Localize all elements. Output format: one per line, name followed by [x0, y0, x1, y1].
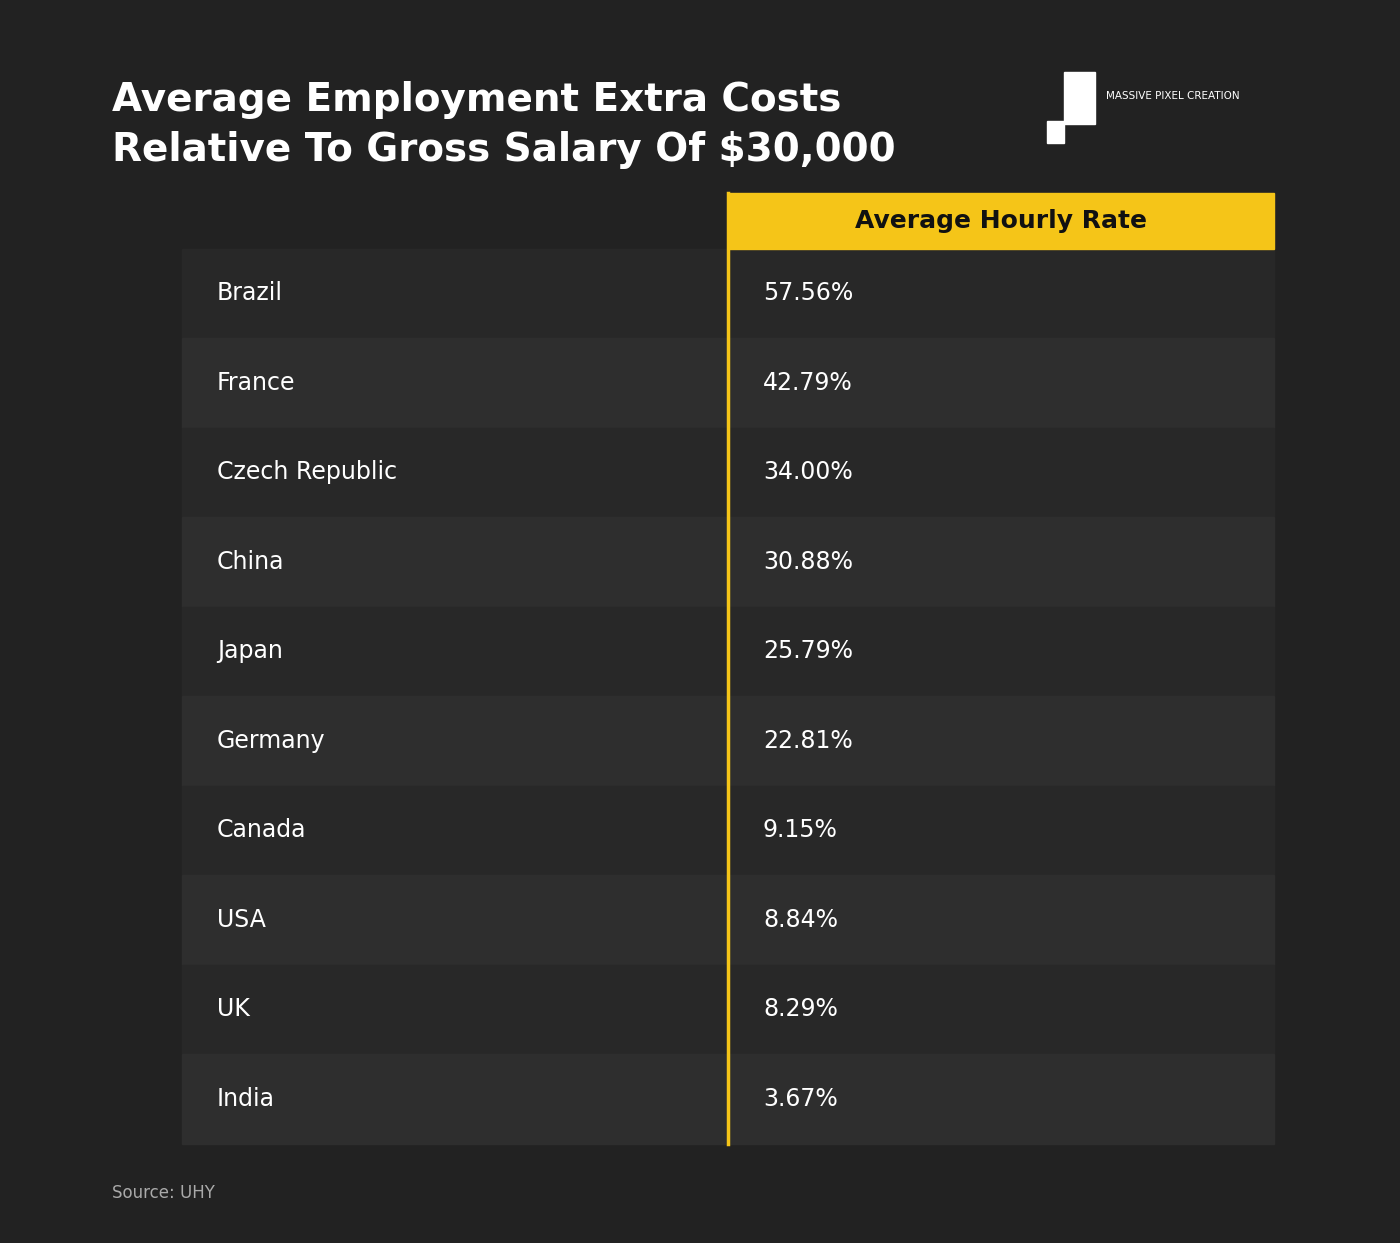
- Bar: [728, 338, 1274, 428]
- Bar: [182, 428, 728, 517]
- Text: 8.29%: 8.29%: [763, 997, 837, 1022]
- Text: 22.81%: 22.81%: [763, 728, 853, 753]
- Bar: [182, 607, 728, 696]
- Text: MASSIVE PIXEL CREATION: MASSIVE PIXEL CREATION: [1106, 91, 1239, 101]
- Text: Source: UHY: Source: UHY: [112, 1185, 214, 1202]
- Text: Canada: Canada: [217, 818, 307, 843]
- Bar: [182, 965, 728, 1054]
- Text: Brazil: Brazil: [217, 281, 283, 306]
- Text: Germany: Germany: [217, 728, 326, 753]
- Text: Czech Republic: Czech Republic: [217, 460, 398, 485]
- Bar: [728, 428, 1274, 517]
- Text: China: China: [217, 549, 284, 574]
- Text: 42.79%: 42.79%: [763, 370, 853, 395]
- Text: 9.15%: 9.15%: [763, 818, 837, 843]
- Bar: [1047, 121, 1064, 143]
- Text: 25.79%: 25.79%: [763, 639, 853, 664]
- Text: 34.00%: 34.00%: [763, 460, 853, 485]
- Bar: [728, 1054, 1274, 1144]
- Bar: [182, 1054, 728, 1144]
- Bar: [182, 338, 728, 428]
- Bar: [728, 607, 1274, 696]
- Bar: [182, 875, 728, 965]
- Bar: [182, 249, 728, 338]
- Bar: [182, 696, 728, 786]
- Text: Japan: Japan: [217, 639, 283, 664]
- Bar: [728, 965, 1274, 1054]
- Text: Average Hourly Rate: Average Hourly Rate: [855, 209, 1147, 232]
- Bar: [728, 193, 1274, 249]
- Text: 3.67%: 3.67%: [763, 1086, 837, 1111]
- Text: UK: UK: [217, 997, 249, 1022]
- Text: 57.56%: 57.56%: [763, 281, 853, 306]
- Text: 8.84%: 8.84%: [763, 907, 839, 932]
- Text: USA: USA: [217, 907, 266, 932]
- Bar: [182, 517, 728, 607]
- Text: France: France: [217, 370, 295, 395]
- Bar: [728, 875, 1274, 965]
- Bar: [728, 696, 1274, 786]
- Text: Relative To Gross Salary Of $30,000: Relative To Gross Salary Of $30,000: [112, 131, 896, 169]
- Bar: [728, 786, 1274, 875]
- Bar: [728, 517, 1274, 607]
- Text: 30.88%: 30.88%: [763, 549, 853, 574]
- Bar: [182, 786, 728, 875]
- Bar: [728, 249, 1274, 338]
- Text: India: India: [217, 1086, 274, 1111]
- Bar: [1064, 72, 1095, 124]
- Text: Average Employment Extra Costs: Average Employment Extra Costs: [112, 81, 841, 119]
